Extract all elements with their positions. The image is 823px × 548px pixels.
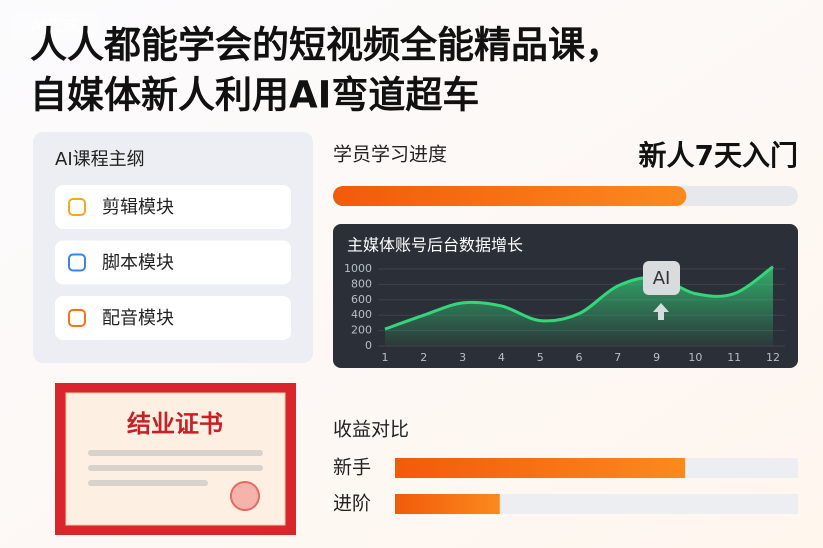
x-tick-label: 11 bbox=[727, 351, 741, 364]
x-tick-label: 4 bbox=[498, 351, 505, 364]
progress-fill bbox=[333, 186, 687, 206]
x-tick-label: 1 bbox=[382, 351, 389, 364]
progress-label: 学员学习进度 bbox=[333, 144, 447, 166]
certificate-title: 结业证书 bbox=[127, 410, 223, 438]
category-label: 新手 bbox=[333, 457, 371, 479]
title-line: 自媒体新人利用AI弯道超车 bbox=[30, 74, 479, 117]
module-icon bbox=[68, 253, 86, 272]
module-icon bbox=[68, 309, 86, 327]
chart-title: 主媒体账号后台数据增长 bbox=[347, 236, 523, 255]
x-tick-label: 3 bbox=[459, 351, 466, 364]
x-tick-label: 5 bbox=[537, 351, 544, 364]
module-item bbox=[55, 185, 291, 229]
title-line: 人人都能学会的短视频全能精品课， bbox=[30, 24, 622, 67]
x-tick-label: 12 bbox=[766, 351, 780, 364]
y-tick-label: 200 bbox=[351, 324, 372, 337]
module-label: 脚本模块 bbox=[102, 253, 174, 274]
annotation-box bbox=[643, 261, 680, 295]
x-tick-label: 2 bbox=[420, 351, 427, 364]
annotation-arrow bbox=[653, 303, 669, 320]
module-icon bbox=[68, 198, 86, 216]
category-label: 进阶 bbox=[333, 493, 371, 515]
certificate-seal bbox=[230, 481, 260, 511]
y-tick-label: 0 bbox=[365, 339, 372, 352]
certificate-line bbox=[88, 450, 263, 456]
y-tick-label: 800 bbox=[351, 277, 372, 290]
progress-tagline: 新人7天入门 bbox=[639, 139, 798, 172]
y-tick-label: 600 bbox=[351, 293, 372, 306]
x-tick-label: 7 bbox=[614, 351, 621, 364]
y-tick-label: 400 bbox=[351, 308, 372, 321]
x-tick-label: 9 bbox=[653, 351, 660, 364]
module-item bbox=[55, 296, 291, 340]
bar bbox=[395, 458, 686, 478]
module-label: 配音模块 bbox=[102, 308, 174, 329]
bar bbox=[395, 494, 500, 514]
module-label: 剪辑模块 bbox=[102, 197, 174, 218]
module-item bbox=[55, 240, 291, 285]
certificate-line bbox=[88, 465, 263, 471]
chart-title: 收益对比 bbox=[333, 419, 409, 441]
watermark-box bbox=[12, 10, 98, 40]
watermark: AI生成 bbox=[31, 16, 79, 35]
x-tick-label: 10 bbox=[688, 351, 702, 364]
x-tick-label: 6 bbox=[576, 351, 583, 364]
certificate-line bbox=[88, 480, 208, 486]
sidebar-title: AI课程主纲 bbox=[55, 149, 145, 170]
line bbox=[384, 265, 774, 331]
annotation: AI bbox=[653, 268, 671, 289]
y-tick-label: 1000 bbox=[344, 262, 372, 275]
